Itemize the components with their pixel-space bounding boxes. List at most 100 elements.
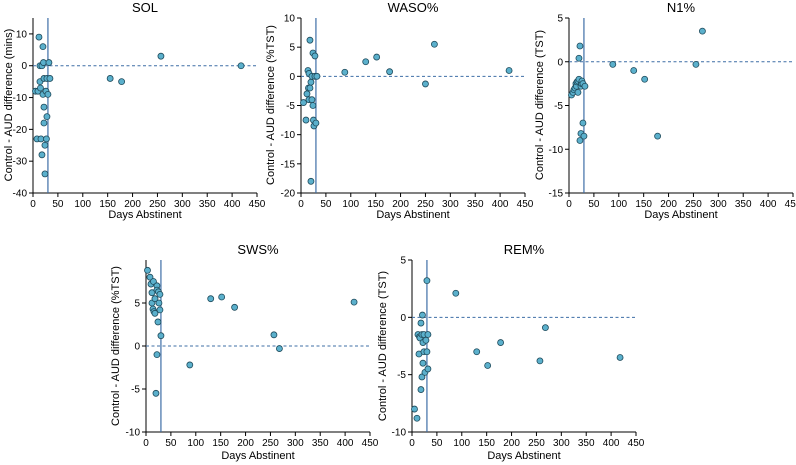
- data-point: [302, 116, 310, 124]
- data-point: [39, 43, 47, 51]
- data-point: [580, 132, 588, 140]
- data-point: [536, 357, 544, 365]
- x-tick-label: 50: [431, 438, 443, 449]
- panel-sol: SOL Days Abstinent Control - AUD differe…: [3, 0, 266, 221]
- x-tick-label: 350: [467, 199, 484, 210]
- x-tick-label: 200: [392, 199, 409, 210]
- data-point: [542, 324, 549, 332]
- data-point: [150, 278, 157, 285]
- data-point: [37, 84, 44, 92]
- x-tick-label: 200: [237, 438, 254, 449]
- panel-title: WASO%: [388, 0, 439, 15]
- data-point: [153, 351, 161, 359]
- data-point: [218, 293, 226, 301]
- x-tick-label: 150: [367, 199, 384, 210]
- x-tick-label: 150: [212, 438, 229, 449]
- x-tick-label: 400: [492, 199, 509, 210]
- x-tick-label: 450: [517, 199, 534, 210]
- data-point: [630, 67, 638, 74]
- data-point: [579, 119, 587, 127]
- x-tick-label: 350: [735, 199, 752, 210]
- data-point: [156, 290, 164, 298]
- x-tick-label: 200: [503, 438, 520, 449]
- y-tick-label: -20: [13, 125, 28, 136]
- data-point: [341, 68, 349, 76]
- data-point: [144, 266, 151, 274]
- panel-title: N1%: [667, 0, 696, 15]
- y-tick-label: -5: [554, 101, 563, 112]
- data-point: [574, 88, 582, 96]
- x-tick-label: 100: [74, 199, 91, 210]
- data-point: [417, 319, 425, 327]
- x-tick-label: 250: [417, 199, 434, 210]
- data-point: [473, 348, 481, 356]
- data-point: [270, 331, 278, 339]
- data-point: [46, 75, 54, 82]
- y-tick-label: -5: [286, 101, 295, 112]
- data-point: [312, 119, 320, 127]
- y-tick-label: -10: [126, 428, 141, 439]
- y-tick-label: 10: [16, 29, 28, 40]
- data-point: [118, 78, 126, 86]
- data-point: [41, 170, 49, 178]
- data-point: [41, 141, 49, 149]
- data-point: [157, 332, 165, 340]
- x-tick-label: 450: [628, 438, 645, 449]
- x-tick-label: 0: [566, 199, 572, 210]
- x-tick-label: 300: [442, 199, 459, 210]
- y-tick-label: -15: [281, 159, 296, 170]
- y-tick-label: 0: [557, 57, 563, 68]
- data-point: [155, 299, 163, 307]
- data-point: [424, 365, 432, 373]
- data-point: [497, 339, 505, 346]
- y-tick-label: 10: [284, 14, 296, 25]
- y-tick-label: -10: [13, 93, 28, 104]
- x-tick-label: 400: [224, 199, 241, 210]
- data-point: [35, 33, 43, 41]
- data-point: [386, 68, 394, 76]
- panel-sws: SWS% Days Abstinent Control - AUD differ…: [110, 242, 379, 462]
- data-point: [581, 82, 589, 90]
- x-tick-label: 350: [578, 438, 595, 449]
- x-tick-label: 150: [478, 438, 495, 449]
- data-point: [699, 27, 706, 35]
- y-tick-label: 0: [289, 72, 295, 83]
- y-tick-label: 5: [134, 299, 140, 310]
- x-tick-label: 0: [30, 199, 36, 210]
- data-point: [411, 405, 418, 413]
- y-tick-label: -10: [392, 428, 407, 439]
- x-axis-label: Days Abstinent: [376, 209, 449, 221]
- x-tick-label: 250: [262, 438, 279, 449]
- y-axis-label: Control - AUD difference (TST): [534, 30, 546, 180]
- x-tick-label: 400: [760, 199, 777, 210]
- data-point: [308, 96, 316, 104]
- data-point: [154, 318, 162, 326]
- x-tick-label: 400: [337, 438, 354, 449]
- x-tick-label: 150: [99, 199, 116, 210]
- data-point: [422, 336, 430, 344]
- data-point: [156, 306, 164, 314]
- x-tick-label: 450: [249, 199, 266, 210]
- y-tick-label: 5: [289, 43, 295, 54]
- data-point: [237, 62, 245, 70]
- y-tick-label: -15: [549, 189, 564, 200]
- x-tick-label: 450: [362, 438, 379, 449]
- y-tick-label: 0: [400, 313, 406, 324]
- data-point: [43, 113, 51, 121]
- data-point: [38, 151, 46, 159]
- data-point: [616, 354, 624, 361]
- x-axis-label: Days Abstinent: [487, 450, 560, 462]
- x-tick-label: 250: [528, 438, 545, 449]
- x-axis-label: Days Abstinent: [221, 450, 294, 462]
- x-tick-label: 150: [635, 199, 652, 210]
- data-point: [146, 273, 154, 281]
- x-tick-label: 50: [52, 199, 64, 210]
- data-point: [692, 60, 700, 68]
- panel-n1: N1% Days Abstinent Control - AUD differe…: [534, 0, 796, 221]
- data-point: [654, 132, 662, 140]
- x-tick-label: 450: [785, 199, 796, 210]
- data-point: [157, 52, 165, 60]
- data-point: [151, 309, 159, 317]
- y-tick-label: -30: [13, 157, 28, 168]
- panel-waso: WASO% Days Abstinent Control - AUD diffe…: [265, 0, 534, 221]
